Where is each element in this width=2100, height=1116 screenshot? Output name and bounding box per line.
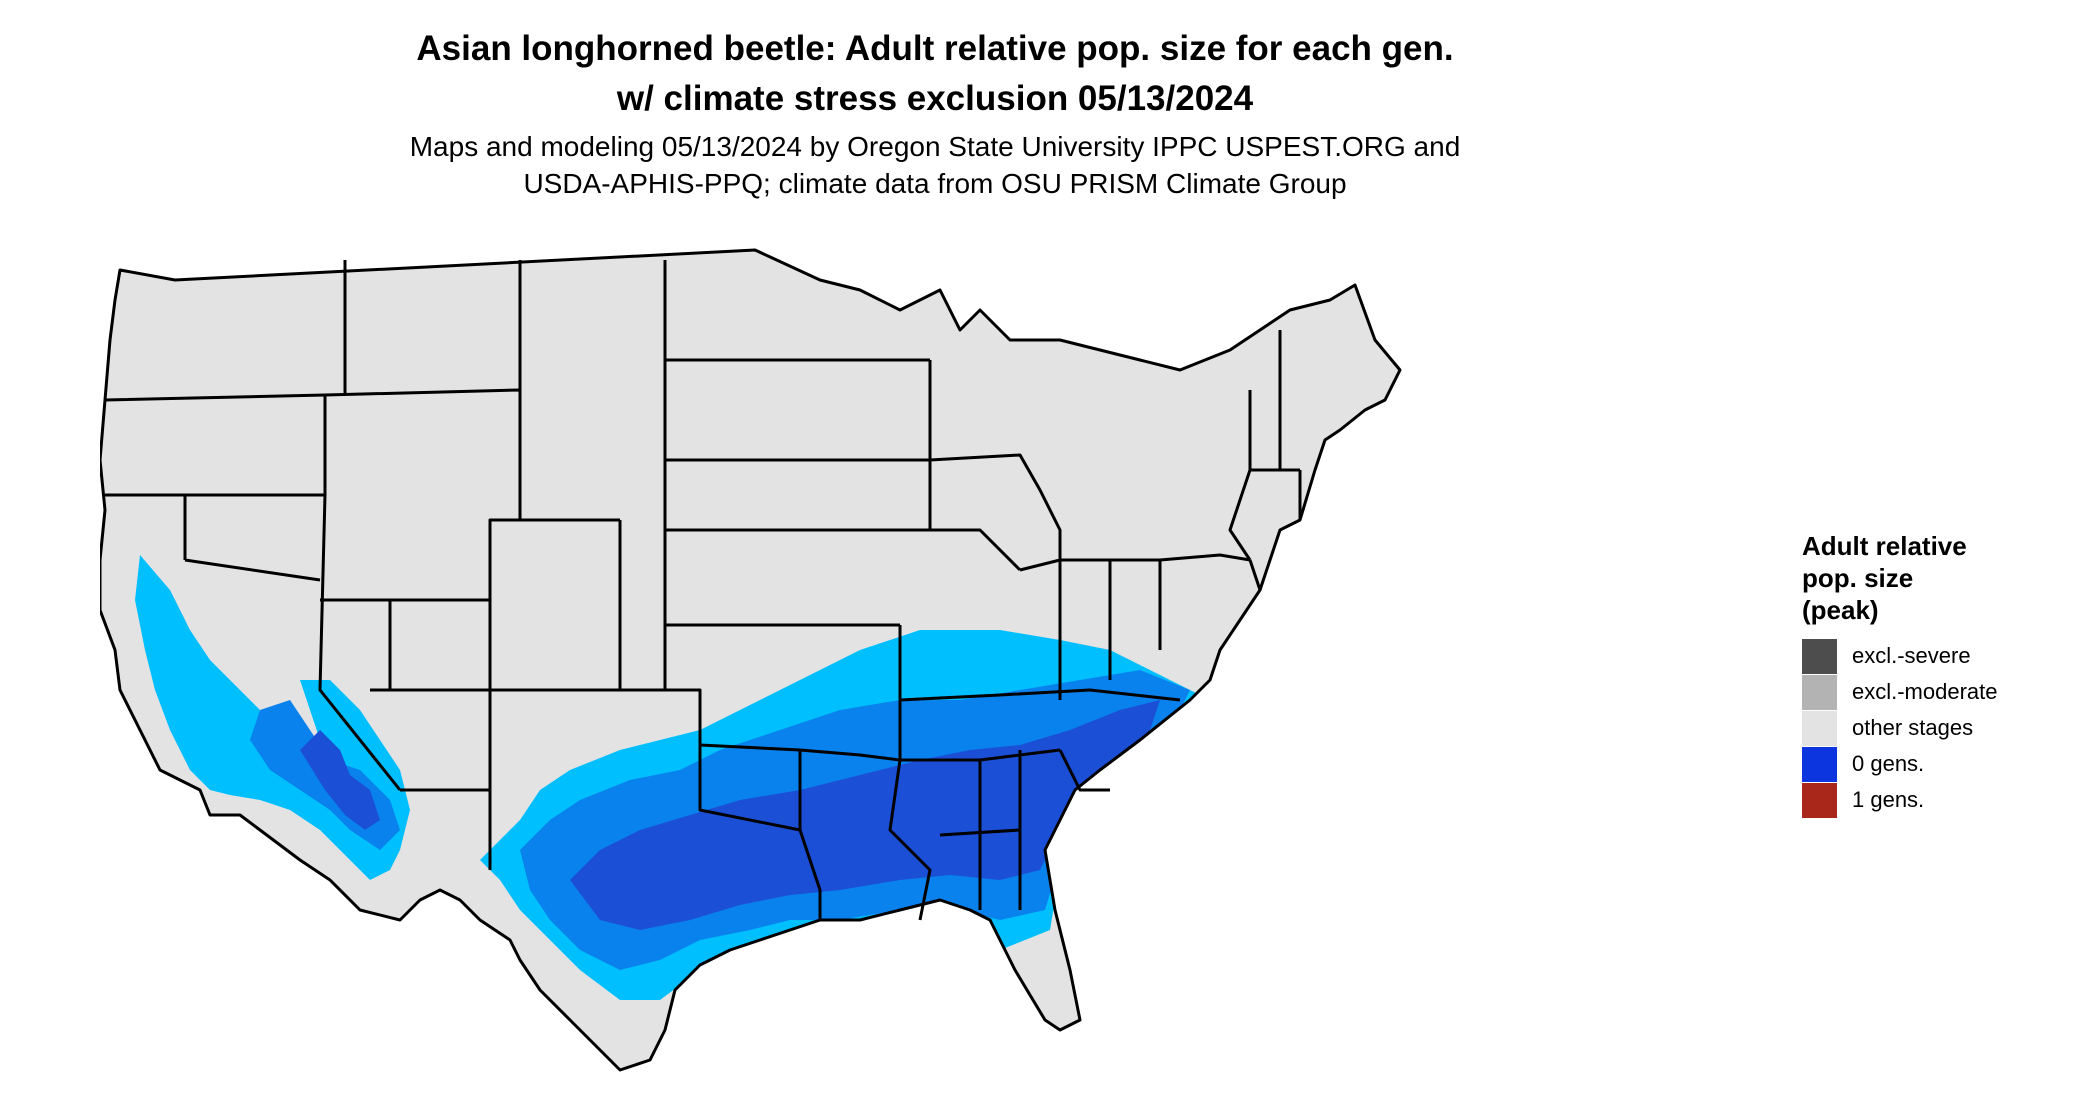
legend-item: other stages [1802, 710, 2042, 746]
legend-swatch [1802, 782, 1837, 818]
legend-swatch [1802, 638, 1837, 674]
legend-swatch [1802, 710, 1837, 746]
map-subtitle: Maps and modeling 05/13/2024 by Oregon S… [0, 128, 1870, 202]
state-borders [100, 248, 1402, 1072]
map-subtitle-line-1: Maps and modeling 05/13/2024 by Oregon S… [409, 131, 1461, 162]
map-title-line-1: Asian longhorned beetle: Adult relative … [416, 29, 1454, 68]
land-other-stages [100, 250, 1400, 1070]
us-map [100, 248, 1402, 1072]
zone-dark-blue [570, 700, 1160, 930]
legend-item: 1 gens. [1802, 782, 2042, 818]
legend-title-line-2: pop. size [1802, 563, 1914, 593]
legend-title-line-3: (peak) [1802, 595, 1879, 625]
legend-item: excl.-severe [1802, 638, 2042, 674]
legend-title-line-1: Adult relative [1802, 531, 1967, 561]
map-subtitle-line-2: USDA-APHIS-PPQ; climate data from OSU PR… [523, 168, 1347, 199]
legend-item: 0 gens. [1802, 746, 2042, 782]
zone-dark-blue-southwest [300, 730, 380, 830]
legend-label: other stages [1852, 715, 1974, 740]
legend-swatch [1802, 674, 1837, 710]
legend-label: excl.-moderate [1852, 679, 1998, 704]
legend-item: excl.-moderate [1802, 674, 2042, 710]
legend-label: excl.-severe [1852, 643, 1971, 668]
modeled-zones [135, 555, 1210, 1000]
legend-title: Adult relative pop. size (peak) [1802, 530, 2042, 626]
legend-items: excl.-severe excl.-moderate other stages 0 … [1802, 638, 2042, 818]
map-title: Asian longhorned beetle: Adult relative … [0, 24, 1870, 124]
legend-swatch [1802, 746, 1837, 782]
legend-label: 0 gens. [1852, 751, 1925, 776]
legend: Adult relative pop. size (peak) excl.-se… [1802, 530, 2042, 818]
map-title-line-2: w/ climate stress exclusion 05/13/2024 [616, 79, 1254, 118]
legend-label: 1 gens. [1852, 787, 1925, 812]
